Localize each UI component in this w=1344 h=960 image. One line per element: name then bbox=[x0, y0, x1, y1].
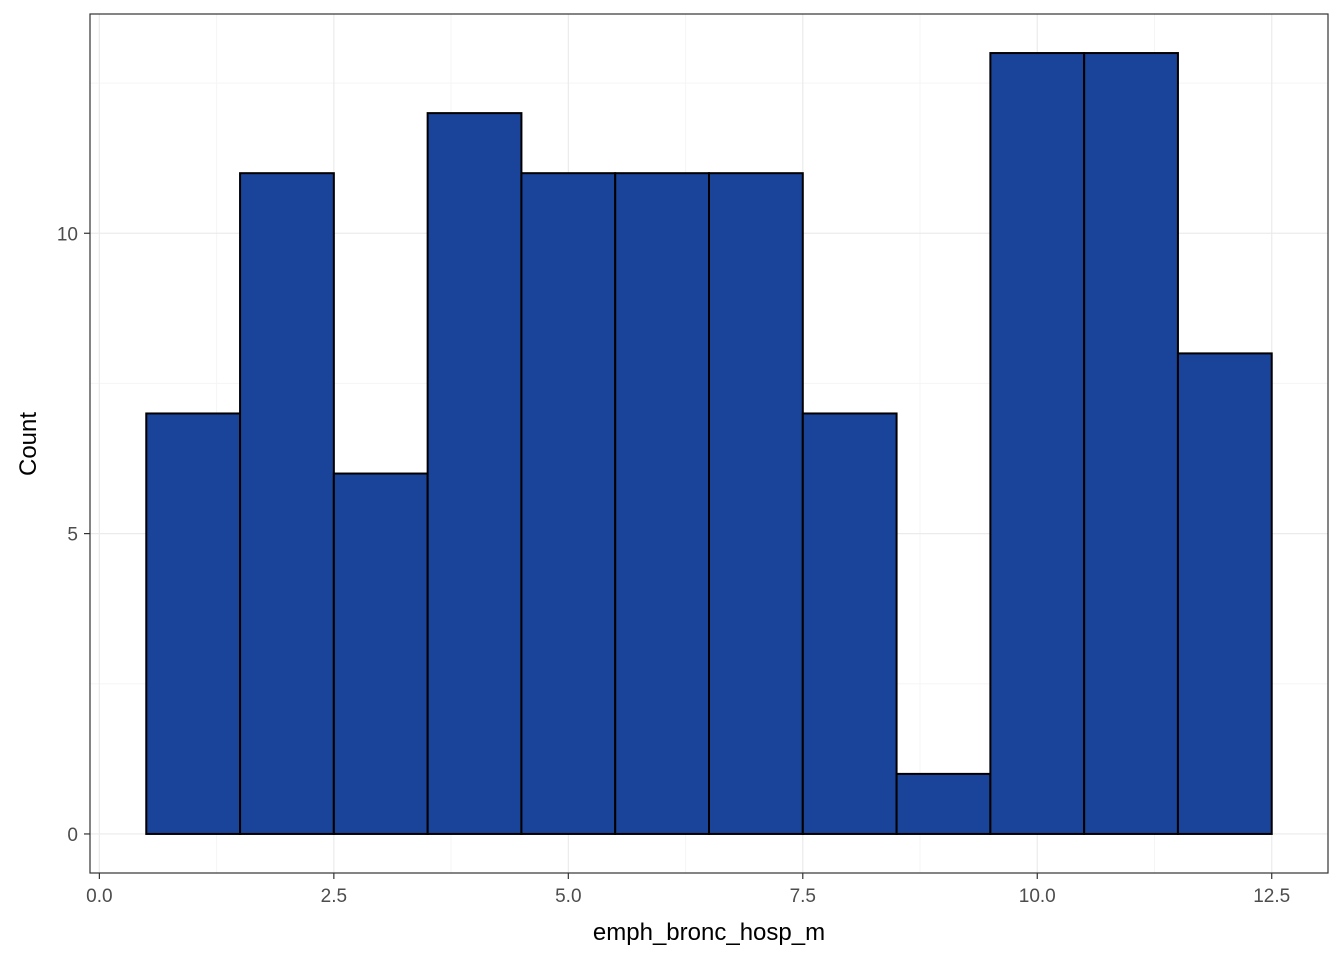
y-tick-label: 5 bbox=[67, 525, 78, 546]
histogram-bar bbox=[239, 172, 335, 835]
histogram-bar bbox=[145, 412, 242, 835]
x-tick-label: 5.0 bbox=[555, 886, 581, 907]
histogram-bar bbox=[989, 52, 1086, 835]
histogram-bar bbox=[332, 472, 429, 835]
histogram-bar bbox=[520, 172, 617, 835]
histogram-bar bbox=[1083, 52, 1179, 835]
x-axis: 0.0 2.5 5.0 7.5 10.0 12.5 bbox=[86, 873, 1290, 907]
histogram-bar bbox=[614, 172, 710, 835]
histogram-bar bbox=[1176, 352, 1273, 835]
y-axis-title: Count bbox=[15, 412, 42, 476]
y-tick-label: 0 bbox=[67, 825, 78, 846]
histogram-bar bbox=[801, 412, 898, 835]
histogram-bar bbox=[708, 172, 804, 835]
x-tick-label: 0.0 bbox=[86, 886, 112, 907]
panel-border bbox=[89, 13, 1329, 874]
histogram-bars bbox=[145, 52, 1273, 835]
y-tick-label: 10 bbox=[57, 224, 78, 245]
histogram-bar bbox=[895, 772, 992, 835]
x-tick-label: 12.5 bbox=[1253, 886, 1290, 907]
x-axis-title: emph_bronc_hosp_m bbox=[593, 919, 825, 946]
x-tick-label: 2.5 bbox=[321, 886, 347, 907]
x-tick-label: 7.5 bbox=[790, 886, 816, 907]
y-axis: 0 5 10 bbox=[57, 224, 90, 846]
x-tick-label: 10.0 bbox=[1019, 886, 1056, 907]
histogram-bar bbox=[426, 112, 523, 835]
